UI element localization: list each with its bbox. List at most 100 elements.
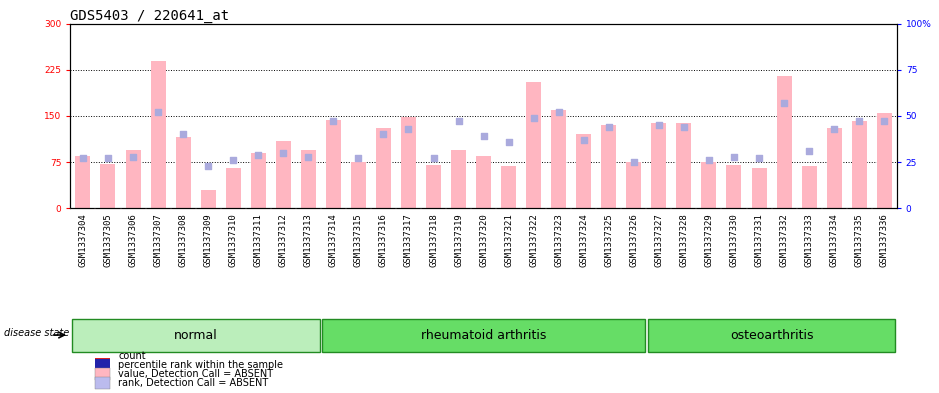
Point <box>426 155 441 162</box>
Text: GSM1337323: GSM1337323 <box>554 214 563 267</box>
Bar <box>251 153 266 208</box>
Bar <box>501 166 516 208</box>
Point <box>751 155 766 162</box>
Bar <box>401 117 416 208</box>
Text: GSM1337320: GSM1337320 <box>479 214 488 267</box>
Bar <box>95 359 110 371</box>
Point <box>176 131 191 138</box>
Point <box>526 115 541 121</box>
Bar <box>201 190 216 208</box>
Point <box>852 118 867 125</box>
Text: rheumatoid arthritis: rheumatoid arthritis <box>421 329 546 342</box>
Point <box>501 139 516 145</box>
Bar <box>551 110 566 208</box>
Bar <box>877 113 892 208</box>
Point <box>601 124 616 130</box>
Point <box>300 153 316 160</box>
Bar <box>75 156 90 208</box>
Bar <box>225 168 240 208</box>
Point <box>376 131 391 138</box>
Point <box>476 133 491 140</box>
Text: rank, Detection Call = ABSENT: rank, Detection Call = ABSENT <box>118 378 269 388</box>
Text: value, Detection Call = ABSENT: value, Detection Call = ABSENT <box>118 369 273 379</box>
Point <box>802 148 817 154</box>
Bar <box>652 123 667 208</box>
Text: GSM1337316: GSM1337316 <box>379 214 388 267</box>
Text: GSM1337322: GSM1337322 <box>530 214 538 267</box>
Text: normal: normal <box>174 329 218 342</box>
Text: GSM1337304: GSM1337304 <box>79 214 87 267</box>
Text: GDS5403 / 220641_at: GDS5403 / 220641_at <box>70 9 229 22</box>
Bar <box>95 349 110 362</box>
Bar <box>126 150 141 208</box>
Text: GSM1337324: GSM1337324 <box>579 214 588 267</box>
Text: GSM1337312: GSM1337312 <box>279 214 287 267</box>
Bar <box>777 76 792 208</box>
Text: GSM1337310: GSM1337310 <box>229 214 238 267</box>
Point <box>326 118 341 125</box>
Bar <box>852 121 867 208</box>
Text: GSM1337308: GSM1337308 <box>178 214 188 267</box>
Text: GSM1337311: GSM1337311 <box>254 214 263 267</box>
Point <box>826 126 841 132</box>
Text: GSM1337325: GSM1337325 <box>605 214 613 267</box>
Text: GSM1337319: GSM1337319 <box>454 214 463 267</box>
Text: GSM1337317: GSM1337317 <box>404 214 413 267</box>
Point <box>276 150 291 156</box>
Point <box>351 155 366 162</box>
Bar <box>326 120 341 208</box>
Point <box>225 157 240 163</box>
Text: GSM1337330: GSM1337330 <box>730 214 738 267</box>
Point <box>551 109 566 116</box>
Point <box>401 126 416 132</box>
Text: GSM1337306: GSM1337306 <box>129 214 137 267</box>
Bar <box>751 168 766 208</box>
Bar <box>802 166 817 208</box>
Bar <box>100 164 115 208</box>
Text: GSM1337327: GSM1337327 <box>654 214 663 267</box>
Point <box>877 118 892 125</box>
Point <box>727 153 742 160</box>
Point <box>777 100 792 106</box>
Bar <box>577 134 592 208</box>
Bar <box>95 377 110 389</box>
Text: GSM1337328: GSM1337328 <box>680 214 688 267</box>
Text: GSM1337326: GSM1337326 <box>629 214 639 267</box>
Text: GSM1337305: GSM1337305 <box>103 214 113 267</box>
Bar <box>526 82 541 208</box>
Text: GSM1337314: GSM1337314 <box>329 214 338 267</box>
Bar <box>176 138 191 208</box>
Bar <box>626 162 641 208</box>
Point <box>251 152 266 158</box>
Text: GSM1337315: GSM1337315 <box>354 214 362 267</box>
Text: GSM1337329: GSM1337329 <box>704 214 714 267</box>
Point <box>577 137 592 143</box>
Text: osteoarthritis: osteoarthritis <box>730 329 813 342</box>
Bar <box>351 162 366 208</box>
Bar <box>376 128 391 208</box>
Text: GSM1337333: GSM1337333 <box>805 214 813 267</box>
Text: GSM1337318: GSM1337318 <box>429 214 438 267</box>
Point <box>126 153 141 160</box>
Text: percentile rank within the sample: percentile rank within the sample <box>118 360 284 370</box>
Point <box>676 124 691 130</box>
Text: disease state: disease state <box>4 328 69 338</box>
FancyBboxPatch shape <box>322 319 645 352</box>
Bar <box>701 162 716 208</box>
Bar <box>826 128 841 208</box>
Bar <box>451 150 466 208</box>
Point <box>451 118 466 125</box>
Bar <box>300 150 316 208</box>
Text: count: count <box>118 351 146 360</box>
Bar <box>150 61 165 208</box>
Bar <box>426 165 441 208</box>
Text: GSM1337335: GSM1337335 <box>854 214 864 267</box>
Point <box>701 157 716 163</box>
Text: GSM1337332: GSM1337332 <box>779 214 789 267</box>
Bar <box>276 141 291 208</box>
Text: GSM1337331: GSM1337331 <box>755 214 763 267</box>
FancyBboxPatch shape <box>648 319 896 352</box>
Point <box>652 122 667 129</box>
Text: GSM1337321: GSM1337321 <box>504 214 513 267</box>
Bar <box>476 156 491 208</box>
